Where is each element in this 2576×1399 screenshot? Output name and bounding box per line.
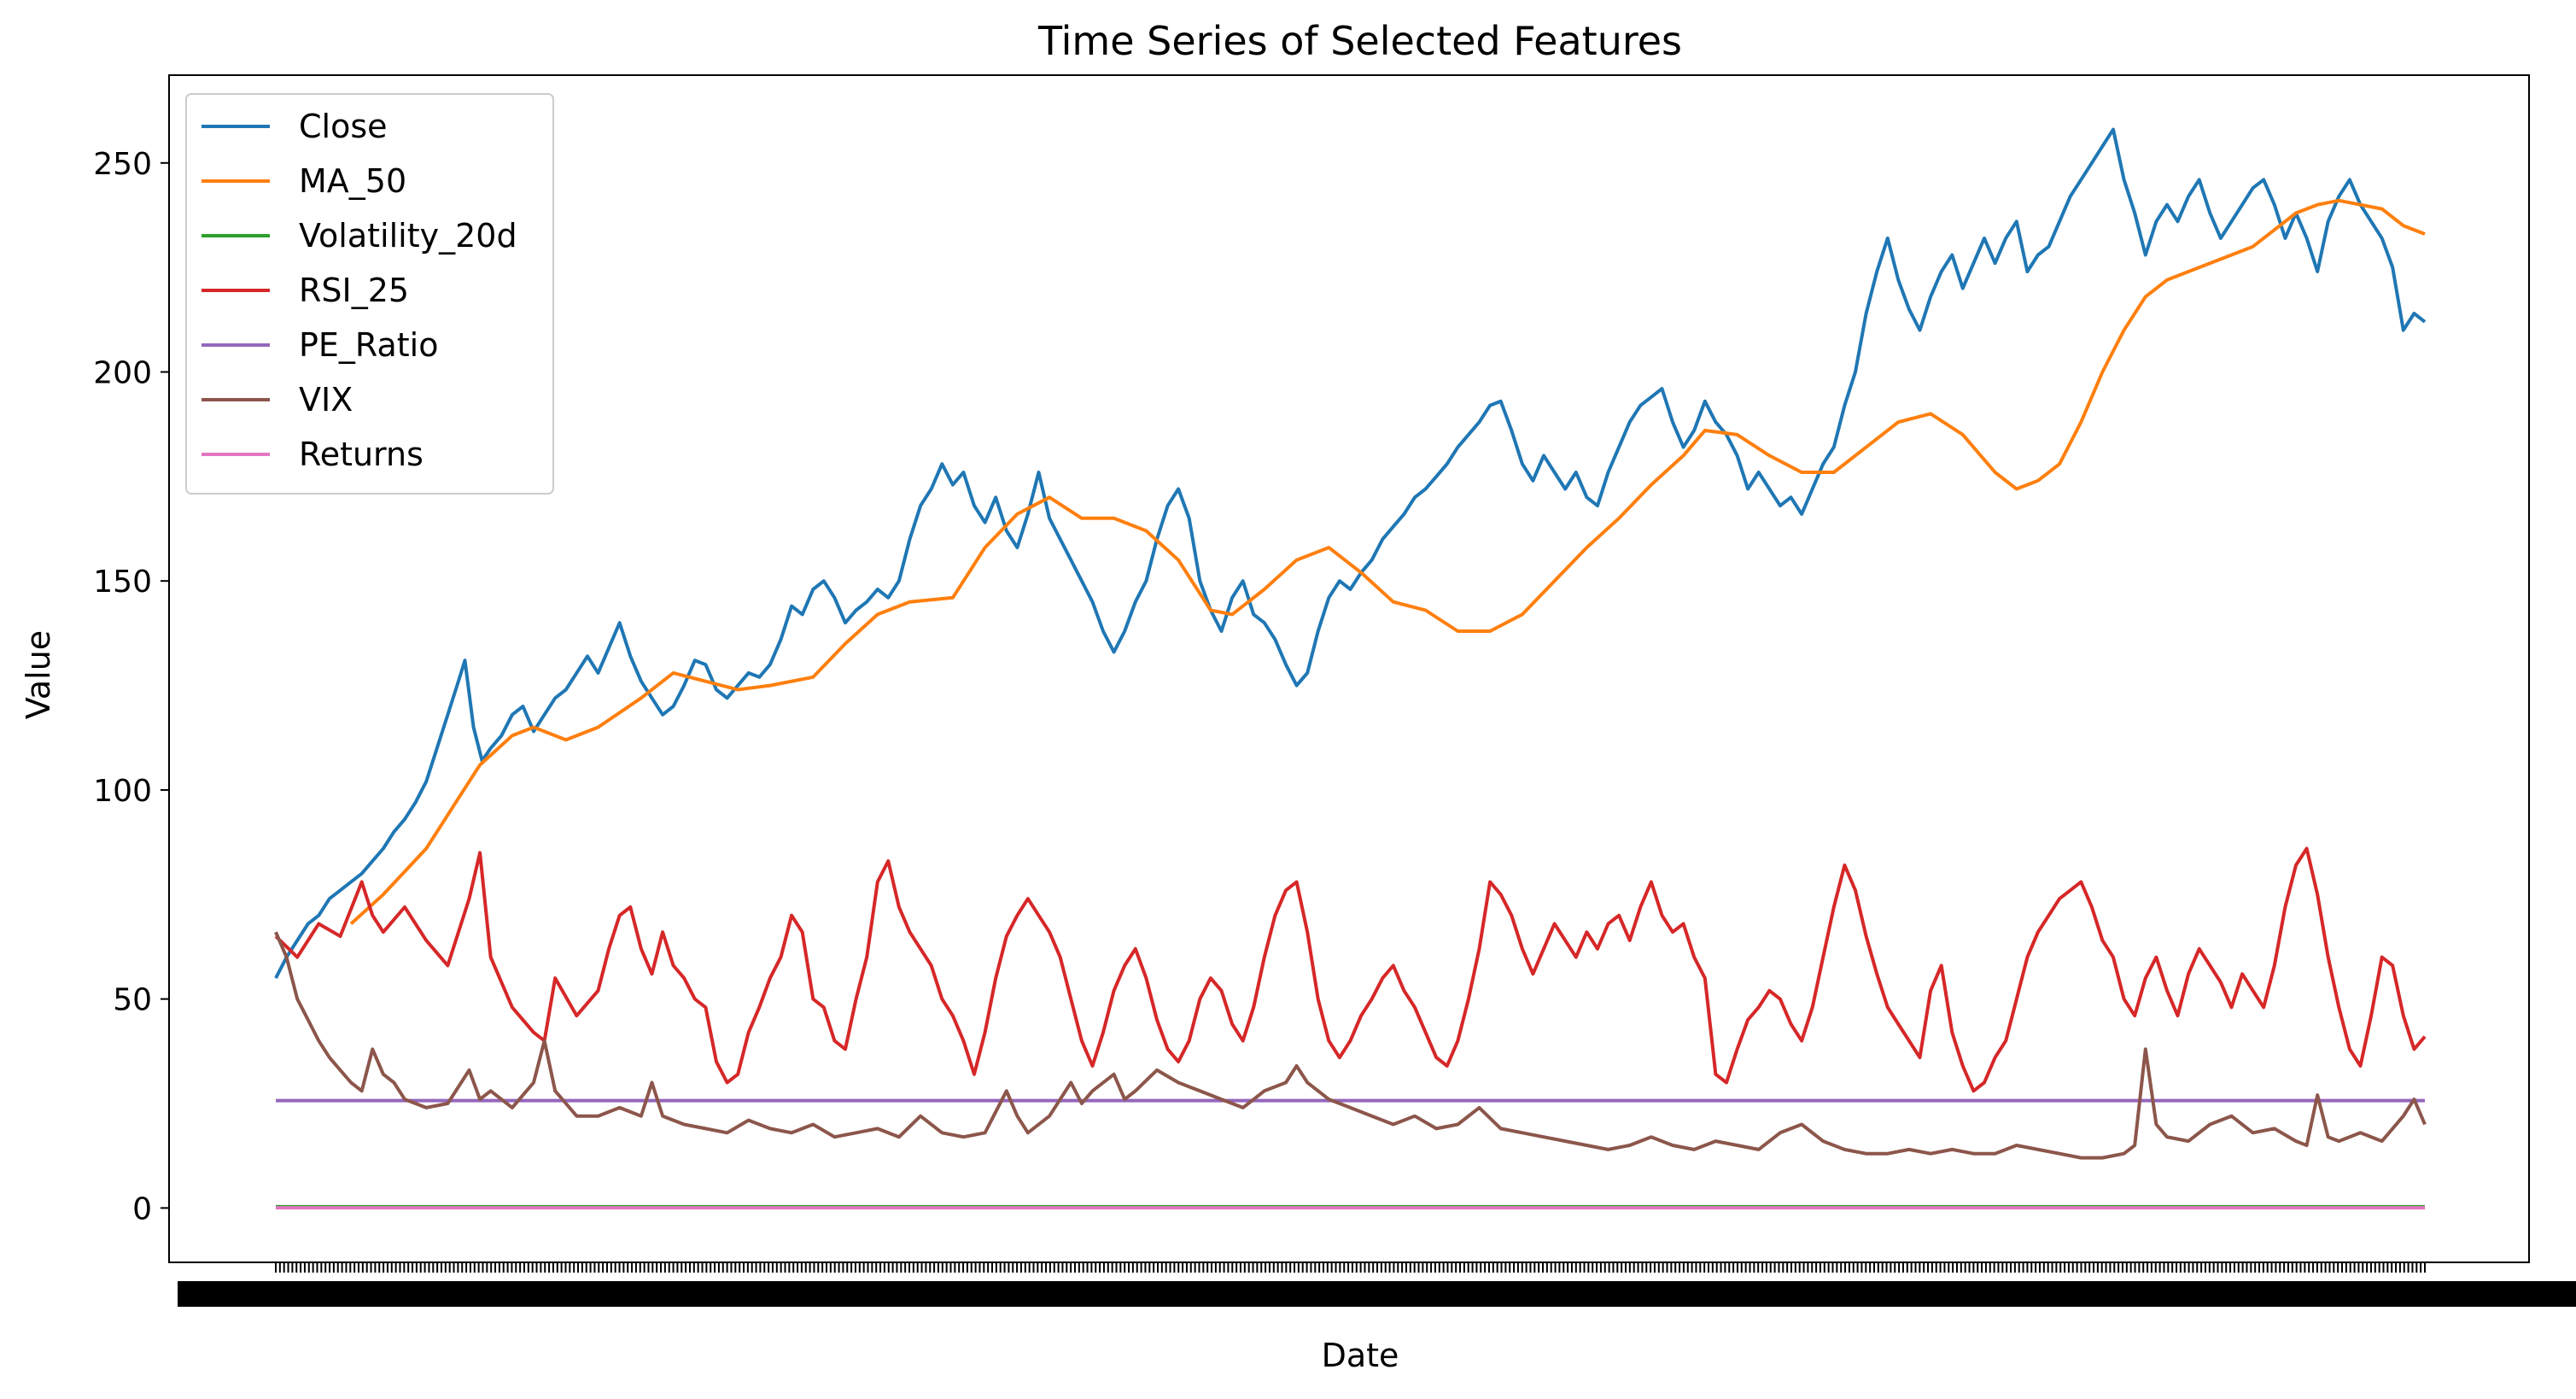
legend-label: VIX [299, 381, 353, 419]
y-ticks: 0 50 100 150 200 250 [93, 147, 169, 1226]
legend-label: Volatility_20d [299, 217, 517, 255]
series-line-ma-50 [349, 198, 2426, 926]
series-line-close [274, 127, 2427, 980]
plot-frame [168, 74, 2530, 1263]
legend-box [185, 93, 554, 495]
series-layer [274, 127, 2427, 1210]
y-tick-label: 250 [93, 147, 152, 182]
series-line-vix [274, 931, 2427, 1160]
series-line-rsi-25 [274, 846, 2427, 1093]
x-axis-label: Date [1322, 1337, 1399, 1374]
y-tick-label: 100 [93, 774, 152, 809]
legend-label: MA_50 [299, 162, 406, 200]
y-tick-label: 150 [93, 565, 152, 600]
y-tick-label: 200 [93, 356, 152, 391]
legend-label: Returns [299, 436, 423, 473]
legend-label: RSI_25 [299, 272, 409, 309]
y-tick-label: 0 [132, 1191, 152, 1226]
legend-label: PE_Ratio [299, 326, 439, 364]
legend-label: Close [299, 108, 388, 145]
chart-title: Time Series of Selected Features [1037, 18, 1682, 64]
x-tick-marks [178, 1262, 2576, 1307]
y-axis-label: Value [20, 630, 57, 719]
x-tick-labels-overlap [178, 1281, 2576, 1307]
y-tick-label: 50 [113, 983, 152, 1018]
legend: Close MA_50 Volatility_20d RSI_25 PE_Ratio VI… [185, 93, 554, 495]
